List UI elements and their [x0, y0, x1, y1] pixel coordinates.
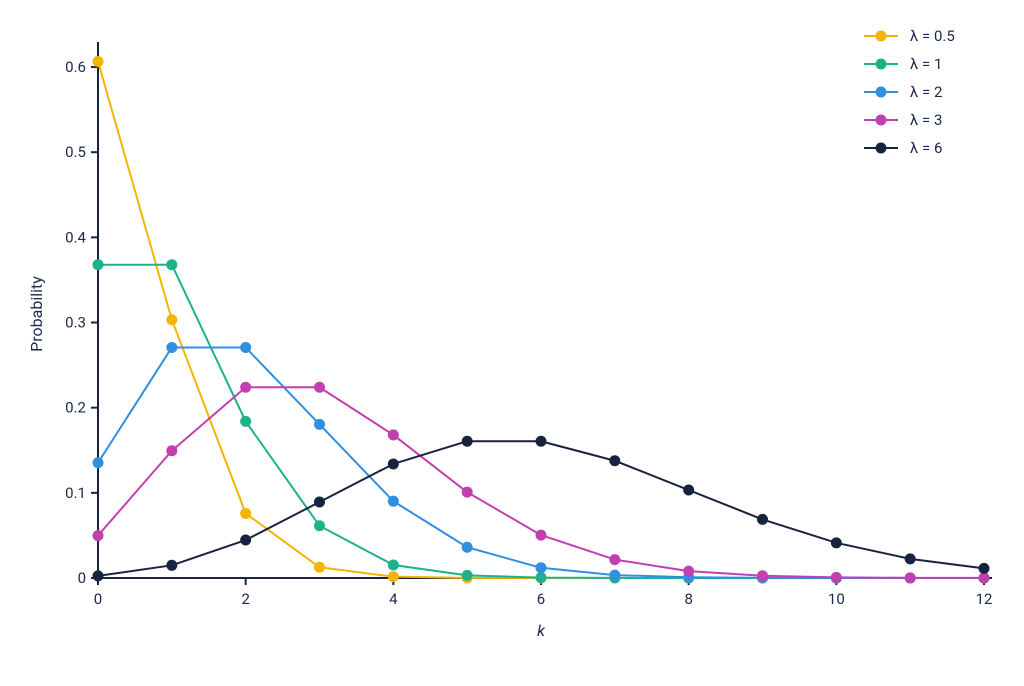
- series-marker: [388, 429, 399, 440]
- series-marker: [536, 562, 547, 573]
- series-marker: [93, 259, 104, 270]
- series-marker: [388, 571, 399, 582]
- series-line: [98, 441, 984, 576]
- legend-swatch-marker: [876, 87, 887, 98]
- series-marker: [979, 563, 990, 574]
- series-marker: [609, 570, 620, 581]
- series-marker: [905, 553, 916, 564]
- series-marker: [536, 436, 547, 447]
- series-line: [98, 61, 984, 578]
- series-line: [98, 347, 984, 578]
- series-marker: [166, 445, 177, 456]
- x-tick-label: 12: [976, 590, 993, 608]
- series-line: [98, 387, 984, 578]
- y-tick-label: 0.3: [65, 314, 86, 332]
- poisson-chart: 0 2 4 6 8 10 12 0 0.1 0.2 0.3 0.4 0.5 0.6 k Probability…: [0, 0, 1024, 686]
- series-marker: [757, 570, 768, 581]
- series-marker: [905, 572, 916, 583]
- series-marker: [240, 535, 251, 546]
- series-marker: [979, 572, 990, 583]
- y-tick-label: 0.5: [65, 143, 86, 161]
- series-marker: [166, 560, 177, 571]
- series-marker: [831, 537, 842, 548]
- series-marker: [683, 566, 694, 577]
- series-marker: [831, 572, 842, 583]
- y-tick-label: 0.6: [65, 58, 86, 76]
- series-marker: [166, 342, 177, 353]
- series-marker: [240, 382, 251, 393]
- series-marker: [240, 416, 251, 427]
- y-tick-label: 0.1: [65, 484, 86, 502]
- series-marker: [240, 508, 251, 519]
- series-marker: [166, 259, 177, 270]
- x-tick-label: 8: [684, 590, 692, 608]
- series-marker: [388, 559, 399, 570]
- legend: λ = 0.5 λ = 1 λ = 2 λ = 3 λ = 6: [864, 27, 955, 157]
- legend-label: λ = 6: [910, 139, 942, 157]
- series-marker: [93, 570, 104, 581]
- legend-label: λ = 3: [910, 111, 942, 129]
- y-tick-label: 0.2: [65, 399, 86, 417]
- series-marker: [314, 562, 325, 573]
- y-tick-label: 0.4: [65, 228, 86, 246]
- series-marker: [683, 485, 694, 496]
- series-marker: [166, 314, 177, 325]
- series-marker: [314, 520, 325, 531]
- legend-swatch-marker: [876, 115, 887, 126]
- series-marker: [314, 497, 325, 508]
- series-marker: [93, 56, 104, 67]
- series-marker: [314, 382, 325, 393]
- series-marker: [536, 572, 547, 583]
- series-marker: [314, 419, 325, 430]
- series-marker: [536, 530, 547, 541]
- series-marker: [240, 342, 251, 353]
- series-marker: [462, 487, 473, 498]
- legend-label: λ = 2: [910, 83, 942, 101]
- series-lines: [98, 61, 984, 578]
- x-tick-label: 2: [241, 590, 249, 608]
- series-marker: [388, 458, 399, 469]
- series-marker: [609, 554, 620, 565]
- legend-swatch-marker: [876, 31, 887, 42]
- x-tick-label: 4: [389, 590, 398, 608]
- x-axis-label: k: [537, 621, 546, 640]
- legend-label: λ = 1: [910, 55, 942, 73]
- x-tick-label: 0: [94, 590, 102, 608]
- series-markers: [93, 56, 990, 584]
- y-axis-label: Probability: [27, 276, 46, 352]
- legend-label: λ = 0.5: [910, 27, 955, 45]
- x-tick-label: 6: [537, 590, 545, 608]
- series-marker: [93, 457, 104, 468]
- legend-swatch-marker: [876, 59, 887, 70]
- series-marker: [388, 496, 399, 507]
- series-marker: [462, 542, 473, 553]
- x-tick-label: 10: [828, 590, 845, 608]
- chart-svg: 0 2 4 6 8 10 12 0 0.1 0.2 0.3 0.4 0.5 0.6 k Probability…: [0, 0, 1024, 686]
- series-marker: [462, 570, 473, 581]
- series-marker: [757, 514, 768, 525]
- series-marker: [609, 455, 620, 466]
- legend-swatch-marker: [876, 143, 887, 154]
- y-tick-label: 0: [78, 569, 86, 587]
- series-marker: [93, 530, 104, 541]
- series-marker: [462, 436, 473, 447]
